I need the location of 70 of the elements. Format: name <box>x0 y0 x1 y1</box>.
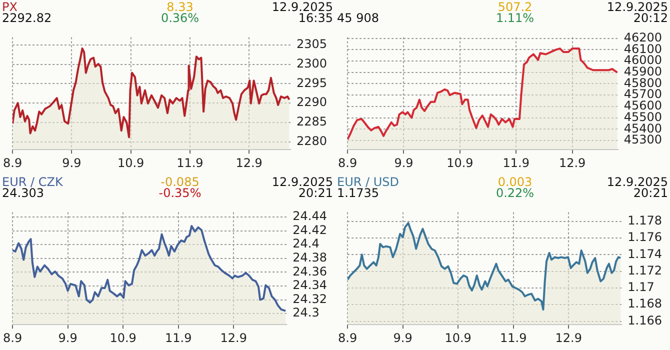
text: 0.003 <box>498 175 532 189</box>
text: 8.33 <box>166 0 194 14</box>
chart-title: PX <box>2 0 18 14</box>
y-tick-label: 24.34 <box>292 278 328 292</box>
y-tick-label: 24.4 <box>292 236 320 251</box>
x-tick-label: 9.9 <box>393 330 412 345</box>
x-tick-label: 12.9 <box>220 330 247 345</box>
y-tick-label: 2285 <box>296 114 328 129</box>
y-tick-label: 24.32 <box>292 292 328 306</box>
y-tick-label: 46100 <box>624 42 662 56</box>
x-tick-label: 12.9 <box>558 156 586 170</box>
y-tick-label: 24.42 <box>292 222 328 237</box>
x-tick-label: 12.9 <box>555 330 582 345</box>
y-tick-label: 2305 <box>296 37 328 52</box>
y-tick-label: 46200 <box>624 30 662 44</box>
x-tick-label: 10.9 <box>117 156 144 170</box>
x-tick-label: 11.9 <box>164 330 192 345</box>
text: 12.9.2025 <box>606 0 668 14</box>
x-tick-label: 9.9 <box>62 156 82 170</box>
y-tick-label: 24.44 <box>292 209 328 224</box>
x-tick-label: 8.9 <box>2 156 22 170</box>
y-tick-label: 1.172 <box>628 263 662 278</box>
y-tick-label: 46000 <box>624 53 662 68</box>
x-tick-label: 10.9 <box>110 330 136 345</box>
y-tick-label: 24.38 <box>292 250 328 265</box>
y-tick-label: 1.17 <box>628 280 654 294</box>
x-tick-label: 12.9 <box>236 156 262 170</box>
text: 1.11% <box>494 11 536 25</box>
chart-title: EUR / USD <box>337 175 400 189</box>
y-tick-label: 45300 <box>624 132 662 147</box>
text: 0.22% <box>494 186 536 200</box>
x-tick-label: 9.9 <box>58 330 78 345</box>
text: 2292.82 <box>2 11 52 25</box>
y-tick-label: 24.3 <box>292 306 320 320</box>
x-tick-label: 10.9 <box>444 330 472 345</box>
y-tick-label: 1.168 <box>628 296 662 311</box>
y-tick-label: 1.174 <box>628 246 662 261</box>
x-tick-label: 9.9 <box>394 156 414 170</box>
y-tick-label: 1.166 <box>628 313 662 328</box>
x-tick-label: 8.9 <box>2 330 22 345</box>
y-tick-label: 45400 <box>624 121 662 136</box>
text: 20:21 <box>298 186 333 200</box>
text: -0.085 <box>160 175 200 189</box>
chart-title: EUR / CZK <box>2 175 63 189</box>
y-tick-label: 2295 <box>296 76 328 90</box>
x-tick-label: 11.9 <box>502 156 530 170</box>
text: 12.9.2025 <box>606 175 668 189</box>
text: 12.9.2025 <box>272 0 333 14</box>
text: 12.9.2025 <box>272 175 333 189</box>
text: -0.35% <box>158 186 202 200</box>
text: 507.2 <box>498 0 532 14</box>
x-tick-label: 10.9 <box>446 156 474 170</box>
y-tick-label: 1.178 <box>628 213 662 228</box>
text: 45 908 <box>337 11 379 25</box>
y-tick-label: 2300 <box>296 56 328 70</box>
y-tick-label: 45700 <box>624 87 662 102</box>
y-tick-label: 2280 <box>296 134 328 148</box>
text: 0.36% <box>160 11 200 25</box>
text: 1.1735 <box>337 186 379 200</box>
text: 24.303 <box>2 186 44 200</box>
y-tick-label: 1.176 <box>628 230 662 244</box>
text: 16:35 <box>298 11 333 25</box>
x-tick-label: 8.9 <box>338 156 358 170</box>
y-tick-label: 2290 <box>296 95 328 110</box>
x-tick-label: 8.9 <box>338 330 358 345</box>
text: 20:12 <box>633 11 668 25</box>
x-tick-label: 11.9 <box>176 156 204 170</box>
y-tick-label: 24.36 <box>292 264 328 278</box>
text: 20:21 <box>633 186 668 200</box>
x-tick-label: 11.9 <box>500 330 527 345</box>
